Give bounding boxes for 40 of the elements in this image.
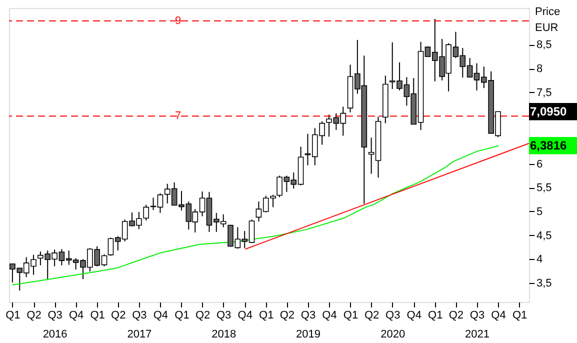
ref-line-label: 9: [174, 14, 182, 27]
y-tick-label: 6: [536, 158, 543, 170]
x-tick-label: Q1: [512, 310, 528, 322]
y-tick-label: 5: [536, 206, 543, 218]
x-tick-label: Q3 2017: [127, 310, 152, 340]
x-tick-label: Q1: [6, 310, 20, 322]
y-tick-label: 5,5: [536, 182, 552, 194]
y-tick-label: 7,5: [536, 86, 552, 99]
x-tick-label: Q4: [68, 310, 84, 322]
x-tick-label: Q2: [448, 310, 464, 322]
x-tick-label: Q1: [174, 310, 190, 322]
y-axis-title: Price EUR: [535, 6, 560, 34]
y-tick-label: 8: [536, 63, 543, 76]
ref-line-label: 7: [174, 110, 182, 122]
x-tick-label: Q4: [238, 310, 252, 322]
x-tick-label: Q2: [280, 310, 295, 322]
x-tick-label: Q1: [90, 310, 105, 322]
x-tick-label: Q2: [26, 310, 42, 322]
x-tick-label: Q2: [364, 310, 380, 322]
y-tick-label: 4: [536, 254, 543, 266]
annotation: 6,3816: [530, 138, 568, 153]
x-tick-label: Q3 2019: [296, 310, 320, 340]
x-tick-label: Q3 2021: [465, 310, 490, 340]
x-tick-label: Q3 2016: [42, 310, 68, 340]
x-tick-label: Q1: [428, 310, 443, 322]
x-tick-label: Q1: [259, 310, 274, 322]
x-tick-label: Q4: [322, 310, 337, 322]
x-tick-label: Q2: [111, 310, 126, 322]
x-tick-label: Q4: [491, 310, 506, 322]
annotation: 7,0950: [530, 104, 568, 119]
x-tick-label: Q3 2018: [212, 310, 236, 340]
x-tick-label: Q3 2020: [380, 310, 406, 340]
x-tick-label: Q1: [343, 310, 358, 322]
y-tick-label: 8,5: [536, 39, 552, 52]
y-tick-label: 4,5: [536, 230, 552, 242]
line-series: [12, 145, 500, 286]
x-tick-label: Q2: [195, 310, 210, 322]
x-tick-label: Q4: [153, 310, 168, 322]
x-tick-label: Q4: [406, 310, 422, 322]
y-tick-label: 3,5: [536, 277, 552, 290]
